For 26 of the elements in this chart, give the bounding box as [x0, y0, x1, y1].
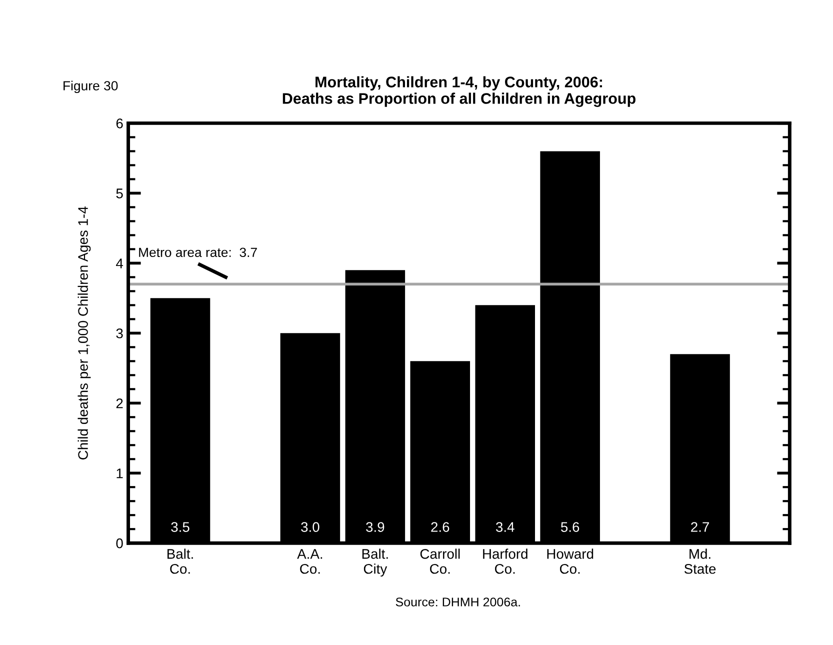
x-tick-label: Howard Co.: [547, 548, 594, 574]
data-label: 3.9: [366, 522, 384, 532]
y-tick-label: 5: [116, 188, 123, 198]
y-tick-label: 1: [116, 468, 123, 478]
data-label: 3.0: [301, 522, 320, 532]
x-tick-label: Md. State: [684, 548, 716, 574]
data-label: 3.5: [171, 522, 190, 532]
y-tick-label: 3: [116, 328, 123, 338]
data-label: 3.4: [496, 522, 514, 532]
y-tick-label: 6: [116, 118, 123, 128]
data-label: 2.7: [691, 522, 709, 532]
y-tick-label: 4: [116, 258, 124, 268]
x-tick-label: A.A. Co.: [297, 549, 322, 574]
data-label: 5.6: [560, 522, 580, 532]
y-axis-title: Child deaths per 1,000 Children Ages 1-4: [78, 206, 91, 460]
caption: Figure 30: [64, 80, 118, 94]
chart-title: Mortality, Children 1-4, by County, 2006: Deaths as Proportion of all Children in Agegroup: [282, 76, 636, 107]
x-tick-label: Balt. City: [362, 548, 388, 577]
ref-line-label: Metro area rate: 3.7: [139, 248, 257, 258]
x-tick-label: Balt. Co.: [168, 548, 193, 574]
x-tick-label: Carroll Co.: [420, 548, 460, 574]
y-tick-label: 0: [116, 538, 123, 548]
y-tick-label: 2: [116, 398, 123, 408]
source-note: Source: DHMH 2006a.: [396, 598, 520, 606]
x-tick-label: Harford Co.: [483, 548, 528, 574]
data-label: 2.6: [431, 522, 450, 532]
